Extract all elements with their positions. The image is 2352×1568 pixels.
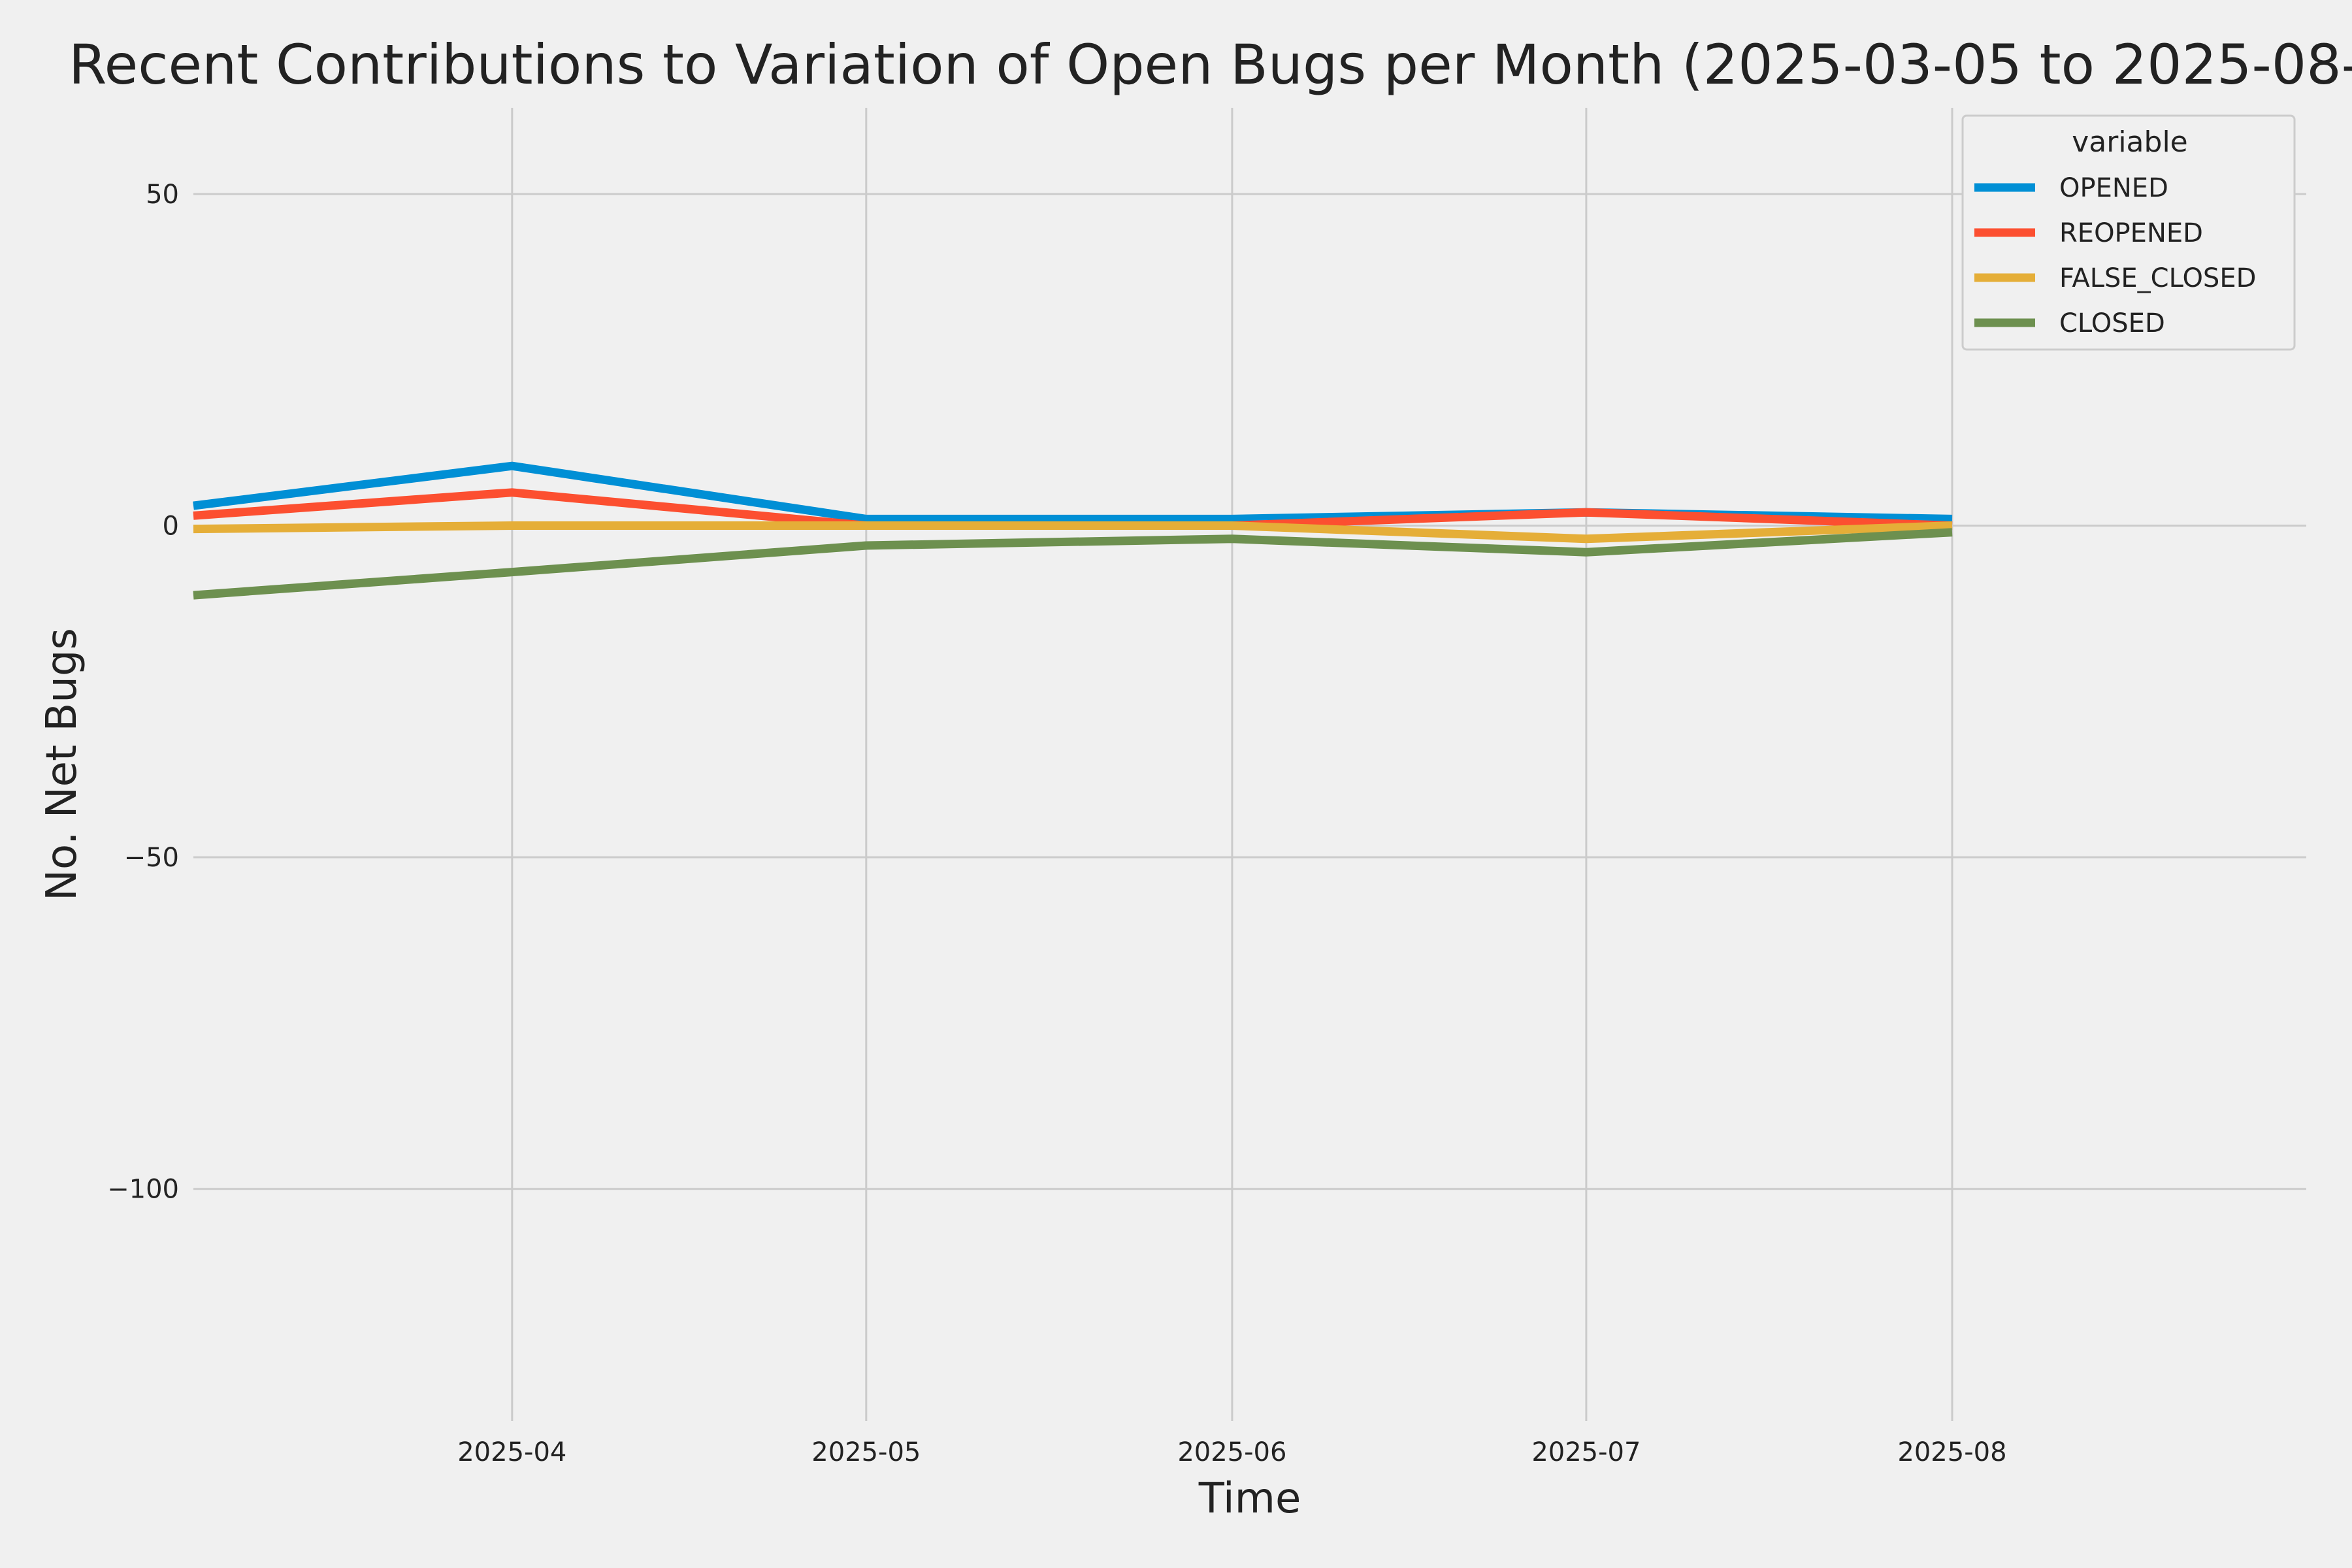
y-tick-label: 0 xyxy=(163,512,179,542)
legend: variable OPENED REOPENED FALSE_CLOSED CLOSE… xyxy=(1961,114,2296,351)
x-tick-label: 2025-06 xyxy=(1177,1437,1286,1467)
y-axis-label: No. Net Bugs xyxy=(38,628,86,901)
series-line-false-closed xyxy=(193,521,1953,544)
y-tick-label: −50 xyxy=(124,843,179,873)
tick-labels: 50 0 −50 −100 2025-04 2025-05 2025-06 2025-07 20… xyxy=(107,180,2006,1467)
x-tick-label: 2025-07 xyxy=(1531,1437,1641,1467)
x-tick-label: 2025-04 xyxy=(457,1437,566,1467)
legend-entries: OPENED REOPENED FALSE_CLOSED CLOSED xyxy=(1974,173,2256,338)
legend-frame xyxy=(1961,114,2296,351)
x-tick-label: 2025-08 xyxy=(1897,1437,2006,1467)
legend-label-closed: CLOSED xyxy=(2059,308,2165,338)
legend-label-false-closed: FALSE_CLOSED xyxy=(2059,263,2256,293)
chart-title: Recent Contributions to Variation of Ope… xyxy=(69,33,2352,97)
x-axis-label: Time xyxy=(1198,1475,1301,1523)
y-tick-label: 50 xyxy=(146,180,179,210)
legend-title: variable xyxy=(2072,125,2188,159)
legend-label-opened: OPENED xyxy=(2059,173,2168,203)
series-lines xyxy=(193,461,1953,600)
legend-label-reopened: REOPENED xyxy=(2059,218,2203,248)
x-tick-label: 2025-05 xyxy=(811,1437,921,1467)
y-tick-label: −100 xyxy=(107,1175,179,1205)
series-line-closed xyxy=(193,528,1953,600)
